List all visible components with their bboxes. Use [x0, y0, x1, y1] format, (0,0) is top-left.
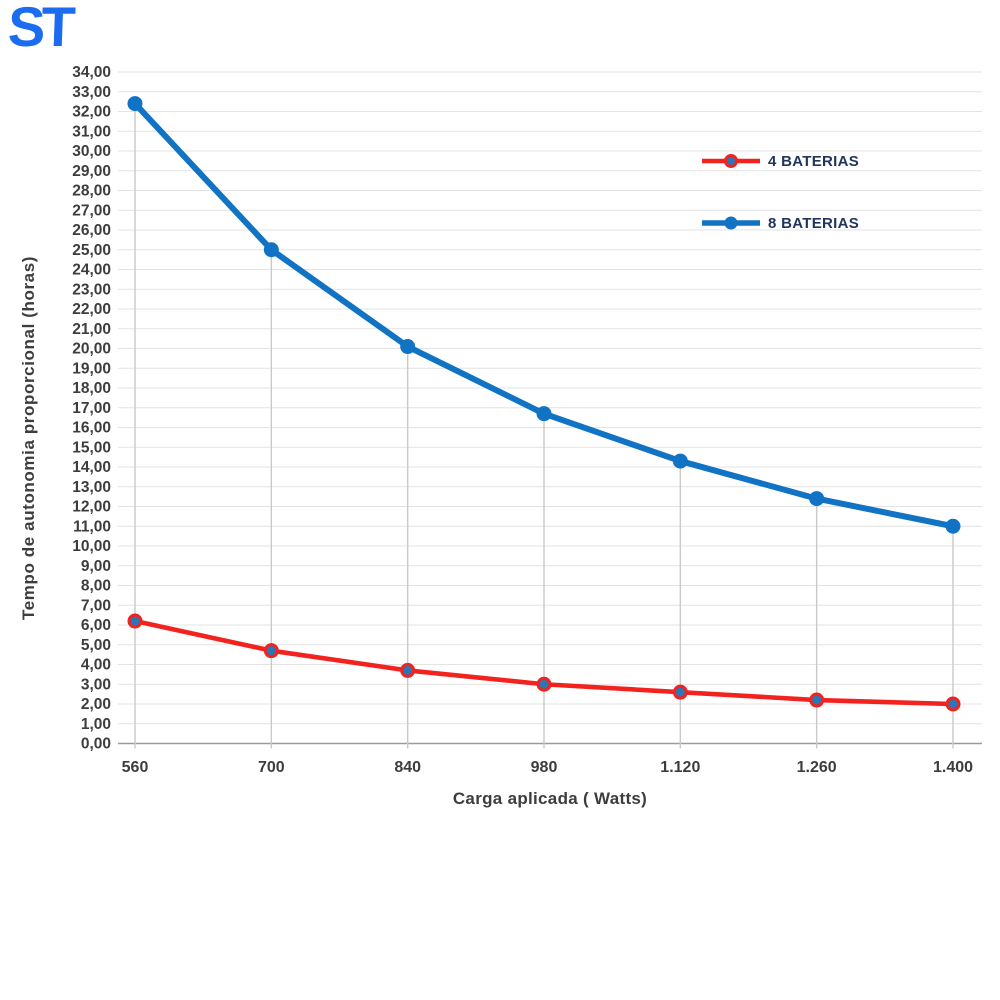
legend-line-sample	[702, 154, 760, 168]
y-tick-label: 13,00	[72, 479, 111, 496]
y-tick-label: 26,00	[72, 222, 111, 239]
y-tick-label: 23,00	[72, 281, 111, 298]
legend-line-sample	[702, 216, 760, 230]
data-point	[127, 96, 143, 112]
data-point	[672, 453, 688, 469]
data-point	[536, 406, 552, 422]
data-point	[945, 696, 961, 712]
y-tick-label: 21,00	[72, 321, 111, 338]
data-point	[400, 662, 416, 678]
legend-swatch-8-baterias	[701, 214, 761, 232]
y-tick-label: 6,00	[81, 617, 111, 634]
legend-label-8-baterias: 8 BATERIAS	[768, 214, 860, 232]
y-tick-label: 20,00	[72, 341, 111, 358]
y-tick-label: 0,00	[81, 736, 111, 753]
y-tick-label: 28,00	[72, 183, 111, 200]
data-point	[400, 339, 416, 355]
x-tick-label: 1.260	[797, 759, 837, 776]
y-tick-label: 18,00	[72, 380, 111, 397]
x-tick-label: 1.400	[933, 759, 973, 776]
y-tick-label: 32,00	[72, 104, 111, 121]
y-tick-label: 2,00	[81, 696, 111, 713]
legend-entry-8-baterias: 8 BATERIAS	[701, 214, 859, 232]
y-tick-label: 8,00	[81, 578, 111, 595]
data-point	[263, 242, 279, 258]
y-tick-label: 27,00	[72, 202, 111, 219]
y-tick-label: 3,00	[81, 676, 111, 693]
y-tick-label: 7,00	[81, 597, 111, 614]
y-tick-label: 10,00	[72, 538, 111, 555]
y-tick-label: 24,00	[72, 262, 111, 279]
y-axis-title: Tempo de autonomia proporcional (horas)	[19, 255, 38, 621]
data-point	[809, 491, 825, 507]
data-point	[672, 684, 688, 700]
legend-label-4-baterias: 4 BATERIAS	[768, 152, 860, 170]
y-tick-label: 5,00	[81, 637, 111, 654]
x-tick-label: 560	[122, 759, 149, 776]
y-tick-label: 25,00	[72, 242, 111, 259]
y-tick-label: 30,00	[72, 143, 111, 160]
x-tick-label: 840	[394, 759, 421, 776]
x-tick-label: 1.120	[660, 759, 700, 776]
y-tick-label: 16,00	[72, 420, 111, 437]
y-tick-label: 9,00	[81, 558, 111, 575]
x-axis-title: Carga aplicada ( Watts)	[452, 789, 648, 808]
y-tick-label: 34,00	[72, 64, 111, 81]
data-point	[945, 518, 961, 534]
y-tick-label: 4,00	[81, 657, 111, 674]
y-tick-label: 12,00	[72, 499, 111, 516]
y-tick-label: 11,00	[73, 518, 111, 535]
y-tick-label: 22,00	[72, 301, 111, 318]
legend-entry-4-baterias: 4 BATERIAS	[701, 152, 859, 170]
x-tick-label: 700	[258, 759, 285, 776]
y-tick-label: 31,00	[72, 123, 111, 140]
legend-swatch-4-baterias	[701, 152, 761, 170]
data-point	[127, 613, 143, 629]
data-point	[263, 643, 279, 659]
y-tick-label: 17,00	[72, 400, 111, 417]
y-tick-label: 1,00	[81, 716, 111, 733]
y-tick-label: 33,00	[72, 84, 111, 101]
data-point	[536, 676, 552, 692]
x-tick-label: 980	[531, 759, 558, 776]
y-tick-label: 14,00	[72, 459, 111, 476]
y-tick-label: 29,00	[72, 163, 111, 180]
data-point	[809, 692, 825, 708]
y-tick-label: 19,00	[72, 360, 111, 377]
y-tick-label: 15,00	[72, 439, 111, 456]
